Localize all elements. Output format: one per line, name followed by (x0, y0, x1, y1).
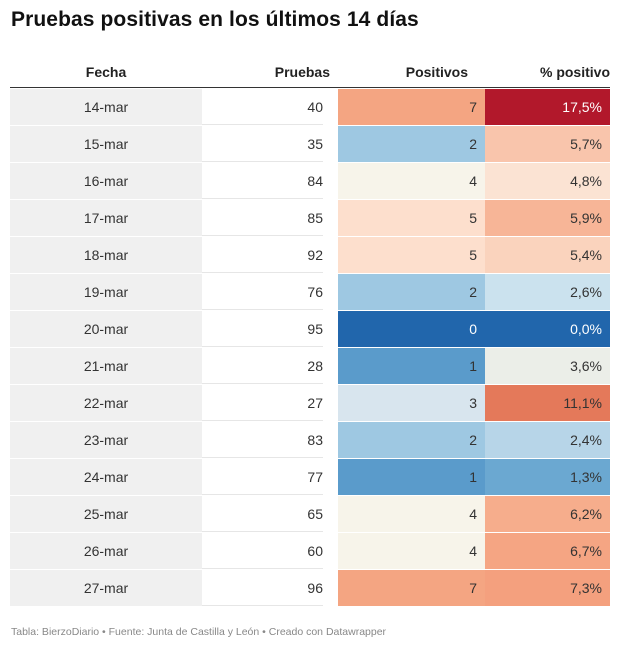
cell-positivos: 1 (338, 348, 485, 384)
cell-fecha: 23-mar (10, 422, 202, 458)
cell-fecha: 21-mar (10, 348, 202, 384)
cell-positivos: 1 (338, 459, 485, 495)
row-separator (10, 310, 610, 311)
cell-porcentaje: 5,4% (485, 237, 610, 273)
cell-porcentaje: 1,3% (485, 459, 610, 495)
column-header-pruebas[interactable]: Pruebas (274, 64, 330, 80)
cell-positivos: 3 (338, 385, 485, 421)
cell-pruebas: 40 (202, 89, 323, 125)
header-divider (10, 87, 610, 88)
row-separator (10, 162, 610, 163)
cell-pruebas: 84 (202, 163, 323, 199)
column-header-porcentaje[interactable]: % positivo (539, 64, 610, 80)
table-row: 21-mar 28 1 3,6% (10, 348, 610, 385)
table-row: 20-mar 95 0 0,0% (10, 311, 610, 348)
row-separator (10, 347, 610, 348)
table-row: 24-mar 77 1 1,3% (10, 459, 610, 496)
cell-fecha: 20-mar (10, 311, 202, 347)
cell-fecha: 24-mar (10, 459, 202, 495)
cell-pruebas: 92 (202, 237, 323, 273)
cell-positivos: 4 (338, 163, 485, 199)
cell-porcentaje: 5,7% (485, 126, 610, 162)
cell-porcentaje: 17,5% (485, 89, 610, 125)
row-separator (10, 606, 610, 607)
column-header-fecha[interactable]: Fecha (85, 64, 127, 80)
row-separator (10, 236, 610, 237)
row-separator (10, 273, 610, 274)
row-separator (10, 532, 610, 533)
cell-porcentaje: 4,8% (485, 163, 610, 199)
cell-pruebas: 76 (202, 274, 323, 310)
cell-pruebas: 65 (202, 496, 323, 532)
cell-fecha: 25-mar (10, 496, 202, 532)
chart-title: Pruebas positivas en los últimos 14 días (11, 8, 419, 31)
table-header: Fecha Pruebas Positivos % positivo (10, 58, 610, 88)
cell-porcentaje: 2,6% (485, 274, 610, 310)
cell-fecha: 16-mar (10, 163, 202, 199)
cell-fecha: 19-mar (10, 274, 202, 310)
cell-pruebas: 95 (202, 311, 323, 347)
row-separator (10, 384, 610, 385)
table-row: 15-mar 35 2 5,7% (10, 126, 610, 163)
cell-pruebas: 96 (202, 570, 323, 606)
row-separator (10, 199, 610, 200)
cell-pruebas: 85 (202, 200, 323, 236)
cell-pruebas: 77 (202, 459, 323, 495)
table-row: 14-mar 40 7 17,5% (10, 89, 610, 126)
cell-pruebas: 27 (202, 385, 323, 421)
row-separator (10, 569, 610, 570)
cell-porcentaje: 6,7% (485, 533, 610, 569)
row-separator (10, 458, 610, 459)
row-separator (10, 421, 610, 422)
table-row: 17-mar 85 5 5,9% (10, 200, 610, 237)
cell-positivos: 7 (338, 570, 485, 606)
cell-positivos: 7 (338, 89, 485, 125)
footer-credits: Tabla: BierzoDiario • Fuente: Junta de C… (11, 626, 387, 638)
cell-positivos: 5 (338, 237, 485, 273)
cell-fecha: 27-mar (10, 570, 202, 606)
table-row: 26-mar 60 4 6,7% (10, 533, 610, 570)
cell-positivos: 5 (338, 200, 485, 236)
table-row: 18-mar 92 5 5,4% (10, 237, 610, 274)
table-body: 14-mar 40 7 17,5% 15-mar 35 2 5,7% 16-mar 84 4 4,8%… (10, 89, 610, 607)
cell-porcentaje: 0,0% (485, 311, 610, 347)
cell-porcentaje: 3,6% (485, 348, 610, 384)
table-row: 16-mar 84 4 4,8% (10, 163, 610, 200)
column-header-positivos[interactable]: Positivos (405, 64, 468, 80)
cell-fecha: 22-mar (10, 385, 202, 421)
cell-fecha: 14-mar (10, 89, 202, 125)
row-separator (10, 125, 610, 126)
cell-porcentaje: 2,4% (485, 422, 610, 458)
cell-fecha: 17-mar (10, 200, 202, 236)
cell-porcentaje: 11,1% (485, 385, 610, 421)
cell-pruebas: 35 (202, 126, 323, 162)
row-separator (10, 495, 610, 496)
cell-pruebas: 83 (202, 422, 323, 458)
cell-fecha: 15-mar (10, 126, 202, 162)
cell-porcentaje: 5,9% (485, 200, 610, 236)
cell-fecha: 26-mar (10, 533, 202, 569)
table-row: 22-mar 27 3 11,1% (10, 385, 610, 422)
cell-porcentaje: 6,2% (485, 496, 610, 532)
cell-positivos: 4 (338, 496, 485, 532)
table-row: 23-mar 83 2 2,4% (10, 422, 610, 459)
cell-positivos: 2 (338, 422, 485, 458)
table-row: 19-mar 76 2 2,6% (10, 274, 610, 311)
cell-positivos: 4 (338, 533, 485, 569)
table-row: 27-mar 96 7 7,3% (10, 570, 610, 607)
cell-positivos: 0 (338, 311, 485, 347)
cell-porcentaje: 7,3% (485, 570, 610, 606)
cell-pruebas: 28 (202, 348, 323, 384)
cell-pruebas: 60 (202, 533, 323, 569)
table-row: 25-mar 65 4 6,2% (10, 496, 610, 533)
cell-fecha: 18-mar (10, 237, 202, 273)
cell-positivos: 2 (338, 274, 485, 310)
cell-positivos: 2 (338, 126, 485, 162)
